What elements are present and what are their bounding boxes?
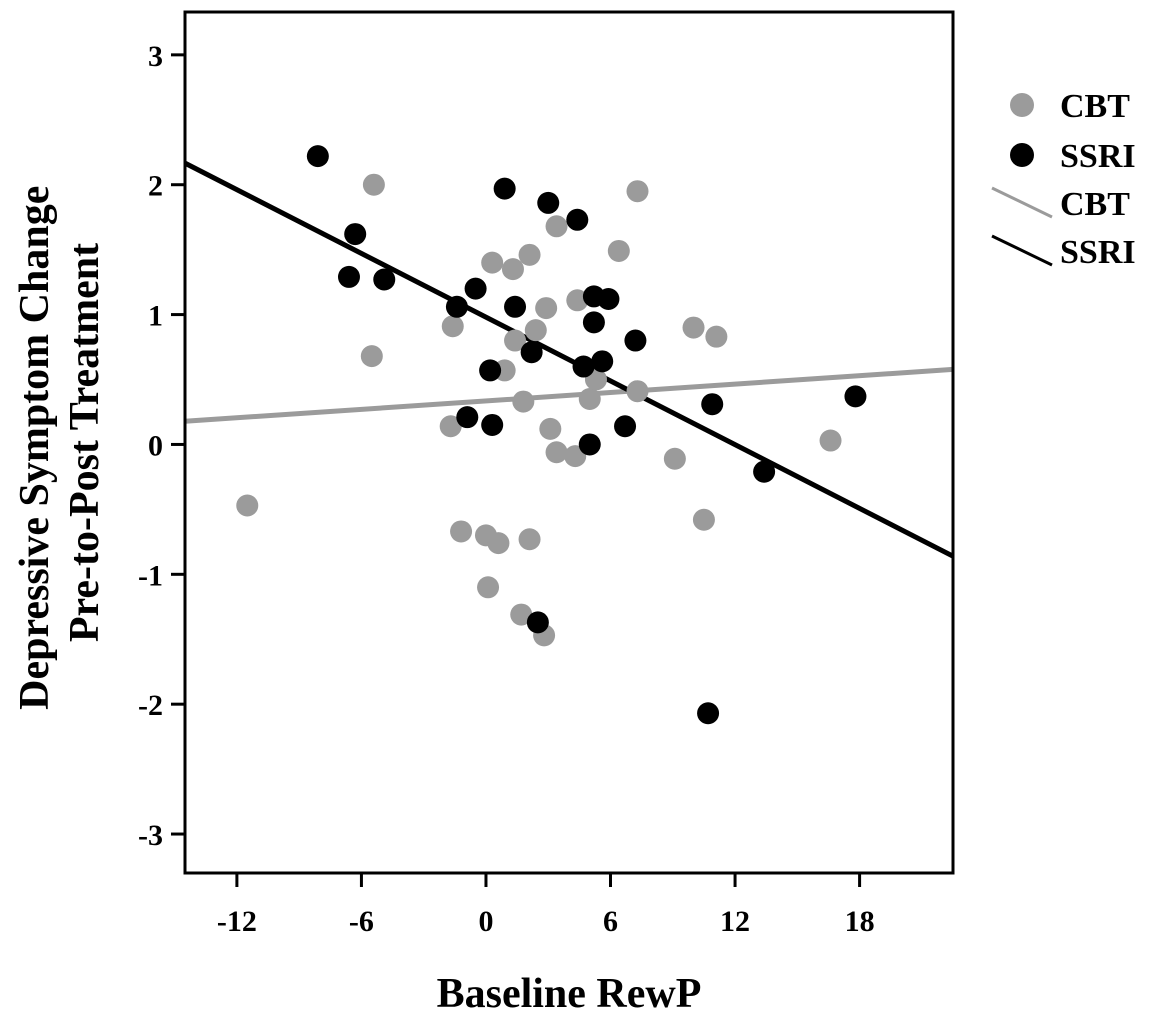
point-cbt (578, 387, 601, 410)
legend-line-label-ssri: SSRI (1060, 234, 1136, 271)
data-points (236, 145, 867, 725)
point-ssri (520, 341, 543, 364)
point-ssri (624, 329, 647, 352)
point-ssri (493, 177, 516, 200)
legend: CBT SSRI CBT SSRI (991, 88, 1136, 271)
x-tick-label: -12 (217, 905, 257, 938)
y-tick-label: 0 (148, 429, 163, 462)
point-cbt (626, 180, 649, 203)
point-ssri (591, 350, 614, 373)
point-cbt (705, 325, 728, 348)
point-cbt (362, 173, 385, 196)
legend-line-label-cbt: CBT (1060, 186, 1130, 223)
y-tick-label: 1 (148, 300, 163, 333)
point-ssri (844, 385, 867, 408)
x-tick-label: 18 (845, 905, 875, 938)
point-cbt (236, 494, 259, 517)
y-axis-title-line-2: Pre-to-Post Treatment (62, 243, 108, 642)
legend-label-cbt: CBT (1060, 88, 1130, 125)
point-cbt (535, 297, 558, 320)
point-ssri (526, 611, 549, 634)
point-ssri (566, 208, 589, 231)
point-ssri (614, 415, 637, 438)
legend-line-cbt (991, 186, 1053, 219)
point-ssri (337, 265, 360, 288)
x-tick-label: -6 (349, 905, 374, 938)
point-cbt (819, 429, 842, 452)
y-axis-title: Depressive Symptom Change Pre-to-Post Tr… (12, 175, 108, 710)
legend-marker-cbt (1010, 93, 1034, 117)
point-ssri (479, 359, 502, 382)
point-cbt (450, 520, 473, 543)
point-cbt (545, 441, 568, 464)
point-cbt (692, 508, 715, 531)
point-cbt (487, 532, 510, 555)
point-ssri (701, 393, 724, 416)
point-ssri (697, 702, 720, 725)
legend-line-ssri (991, 234, 1053, 267)
point-ssri (481, 413, 504, 436)
point-cbt (518, 528, 541, 551)
legend-label-ssri: SSRI (1060, 138, 1136, 175)
point-cbt (518, 243, 541, 266)
point-ssri (572, 355, 595, 378)
point-cbt (545, 215, 568, 238)
point-ssri (445, 295, 468, 318)
point-cbt (477, 576, 500, 599)
point-cbt (504, 329, 527, 352)
point-cbt (524, 319, 547, 342)
point-cbt (360, 345, 383, 368)
point-cbt (481, 251, 504, 274)
y-tick-label: -2 (138, 689, 163, 722)
x-tick-label: 6 (603, 905, 618, 938)
point-cbt (439, 415, 462, 438)
point-ssri (578, 433, 601, 456)
point-cbt (512, 390, 535, 413)
point-ssri (464, 277, 487, 300)
point-ssri (456, 406, 479, 429)
fit-lines (183, 160, 955, 559)
point-cbt (539, 417, 562, 440)
point-ssri (344, 223, 367, 246)
y-tick-label: 3 (148, 40, 163, 73)
point-cbt (501, 258, 524, 281)
point-ssri (753, 460, 776, 483)
x-tick-label: 12 (720, 905, 750, 938)
y-axis-title-line-1: Depressive Symptom Change (12, 186, 58, 710)
legend-marker-ssri (1010, 143, 1034, 167)
point-cbt (510, 603, 533, 626)
point-ssri (306, 145, 329, 168)
point-ssri (597, 288, 620, 310)
y-tick-label: 2 (148, 170, 163, 203)
x-axis-title: Baseline RewP (437, 971, 702, 1015)
plot-frame (183, 10, 955, 875)
point-cbt (607, 239, 630, 262)
fit-line-cbt (184, 366, 954, 424)
point-ssri (537, 191, 560, 214)
point-ssri (373, 268, 396, 291)
point-cbt (682, 316, 705, 339)
point-cbt (663, 447, 686, 470)
y-tick-label: -3 (138, 819, 163, 852)
point-ssri (582, 311, 605, 334)
point-ssri (504, 295, 527, 318)
fit-line-ssri (183, 160, 955, 559)
point-cbt (441, 315, 464, 338)
x-tick-label: 0 (478, 905, 493, 938)
point-cbt (566, 289, 589, 312)
y-tick-label: -1 (138, 559, 163, 592)
point-cbt (626, 380, 649, 403)
